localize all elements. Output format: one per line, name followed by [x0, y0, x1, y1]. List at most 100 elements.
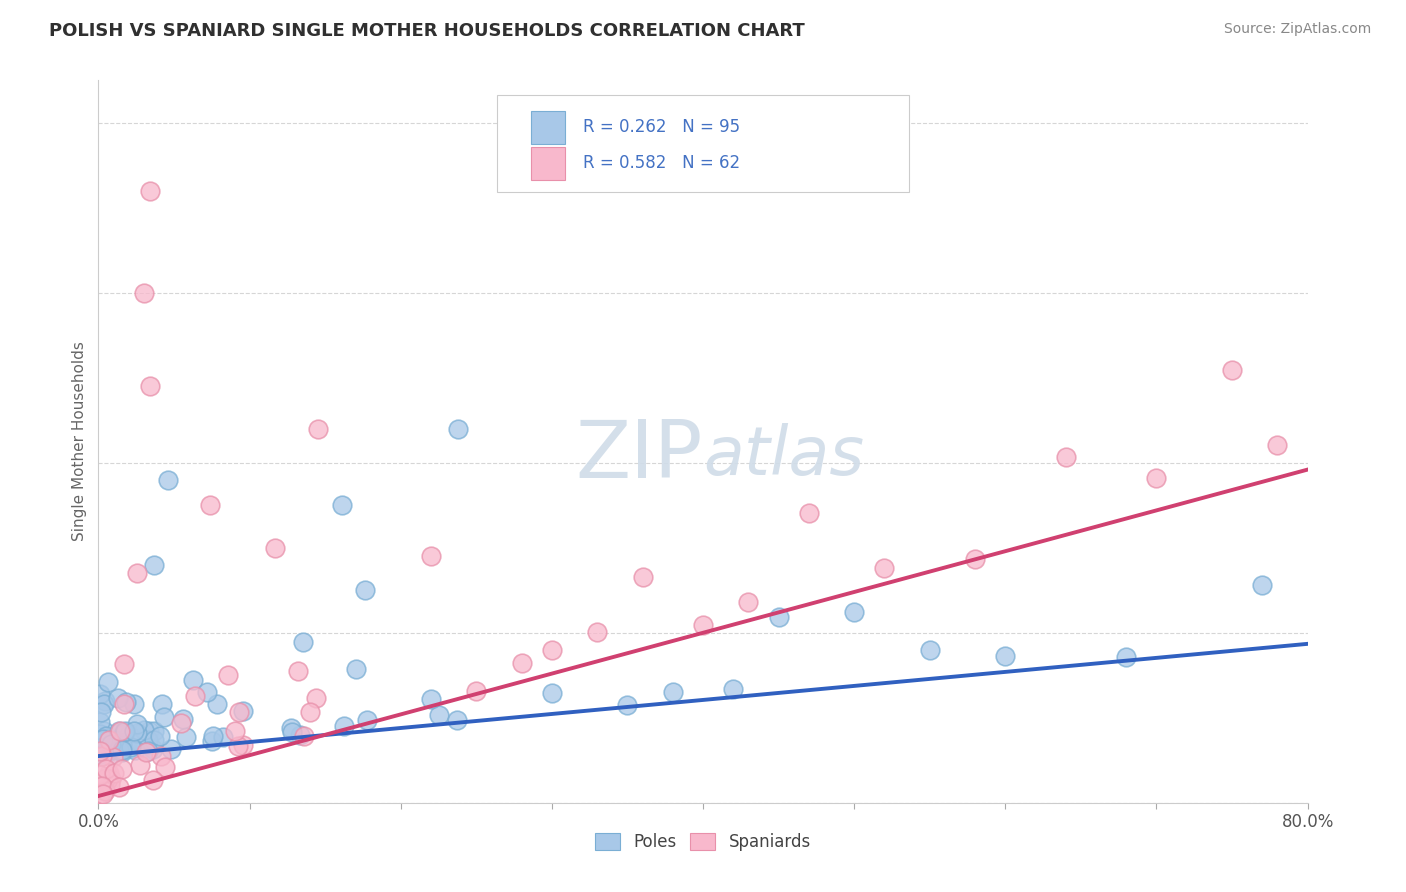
Point: [101, 742, 124, 756]
Point: [184, 689, 207, 703]
Point: [111, 743, 134, 757]
Point: [111, 738, 134, 752]
Text: R = 0.582   N = 62: R = 0.582 N = 62: [583, 154, 741, 172]
FancyBboxPatch shape: [498, 95, 908, 193]
Point: [89, 727, 111, 741]
Point: [107, 690, 129, 705]
Point: [100, 778, 122, 792]
Point: [844, 605, 866, 619]
Point: [100, 772, 122, 786]
Point: [447, 422, 470, 436]
Point: [120, 740, 142, 755]
Point: [616, 698, 638, 712]
Point: [89, 788, 111, 802]
Point: [170, 716, 193, 731]
Point: [90, 705, 112, 719]
Point: [138, 723, 160, 738]
Point: [994, 649, 1017, 664]
Point: [89, 714, 111, 729]
Point: [737, 595, 759, 609]
Point: [89, 747, 111, 761]
Point: [1220, 362, 1243, 376]
Point: [108, 724, 131, 739]
Point: [142, 773, 165, 788]
Point: [89, 767, 111, 781]
Point: [232, 738, 254, 752]
Point: [198, 498, 221, 512]
Point: [115, 695, 138, 709]
Point: [330, 498, 353, 512]
Text: atlas: atlas: [703, 423, 865, 489]
Point: [139, 379, 162, 393]
Point: [281, 725, 304, 739]
Point: [228, 739, 250, 754]
Point: [118, 727, 141, 741]
Point: [125, 566, 148, 581]
Point: [136, 744, 159, 758]
Point: [419, 692, 441, 706]
Point: [139, 184, 162, 198]
Point: [94, 762, 117, 776]
Point: [107, 741, 129, 756]
Point: [93, 787, 115, 801]
Point: [91, 748, 114, 763]
Point: [135, 745, 157, 759]
Y-axis label: Single Mother Households: Single Mother Households: [72, 342, 87, 541]
Point: [89, 741, 111, 756]
Point: [631, 570, 654, 584]
Point: [333, 719, 356, 733]
Point: [97, 732, 120, 747]
Point: [420, 549, 443, 564]
Point: [446, 713, 468, 727]
Point: [264, 541, 287, 555]
Point: [112, 724, 135, 739]
Text: ZIP: ZIP: [575, 417, 703, 495]
Point: [873, 561, 896, 575]
Point: [1144, 471, 1167, 485]
Point: [173, 712, 195, 726]
Point: [723, 681, 745, 696]
Point: [142, 733, 165, 747]
Point: [142, 724, 165, 739]
Point: [1115, 649, 1137, 664]
Point: [93, 723, 115, 738]
Point: [965, 552, 987, 566]
Point: [100, 743, 122, 757]
Text: Source: ZipAtlas.com: Source: ZipAtlas.com: [1223, 22, 1371, 37]
Point: [298, 705, 321, 719]
Point: [540, 686, 562, 700]
Point: [108, 780, 131, 794]
Point: [1251, 577, 1274, 591]
Point: [288, 727, 311, 741]
Point: [207, 697, 229, 711]
Point: [89, 744, 111, 758]
Point: [181, 673, 204, 688]
Point: [540, 643, 562, 657]
Point: [217, 668, 239, 682]
Point: [201, 734, 224, 748]
Point: [304, 691, 326, 706]
Point: [159, 742, 181, 756]
Bar: [531, 111, 565, 144]
Point: [150, 748, 173, 763]
Point: [292, 635, 315, 649]
Point: [174, 730, 197, 744]
Point: [94, 782, 117, 797]
Point: [98, 766, 121, 780]
Point: [1267, 438, 1289, 452]
Point: [100, 747, 122, 762]
Point: [108, 726, 131, 740]
Point: [105, 738, 128, 752]
Point: [211, 731, 233, 745]
Point: [91, 744, 114, 758]
Point: [586, 625, 609, 640]
Point: [91, 780, 114, 794]
Point: [93, 693, 115, 707]
Point: [202, 730, 225, 744]
Point: [89, 745, 111, 759]
Point: [228, 705, 250, 719]
Text: POLISH VS SPANIARD SINGLE MOTHER HOUSEHOLDS CORRELATION CHART: POLISH VS SPANIARD SINGLE MOTHER HOUSEHO…: [49, 22, 806, 40]
Point: [127, 716, 149, 731]
Point: [129, 757, 152, 772]
Point: [134, 723, 156, 737]
